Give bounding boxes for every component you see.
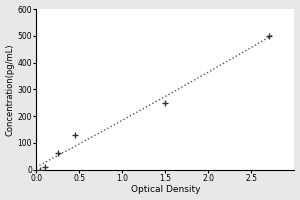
Y-axis label: Concentration(pg/mL): Concentration(pg/mL)	[6, 43, 15, 136]
X-axis label: Optical Density: Optical Density	[130, 185, 200, 194]
